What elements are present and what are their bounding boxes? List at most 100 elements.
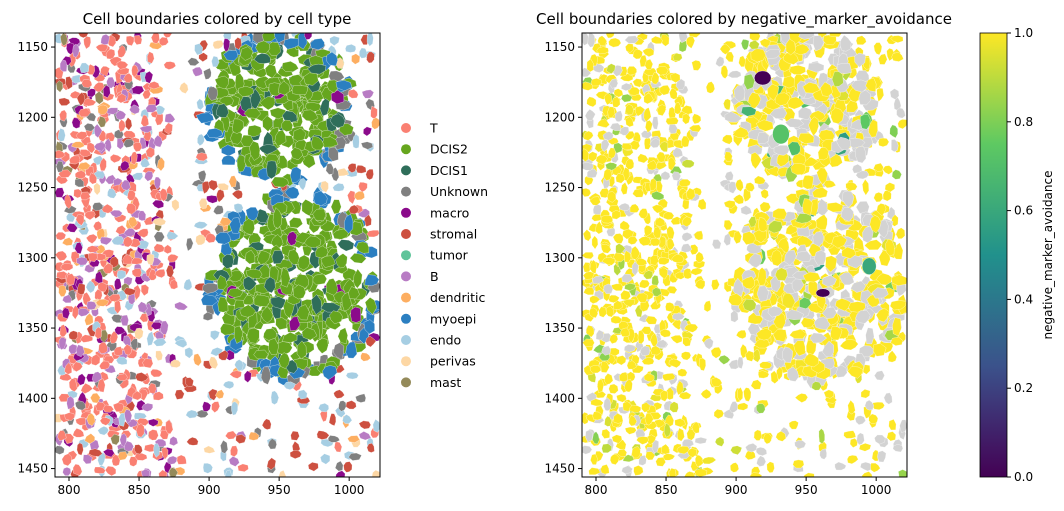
right-cell [745,443,758,453]
left-cell [303,72,319,86]
right-cell [645,315,658,325]
right-cell [723,219,733,231]
right-cell [860,389,871,399]
left-title: Cell boundaries colored by cell type [83,10,352,28]
right-cell [649,178,657,192]
right-cell [823,34,837,46]
right-cell [609,122,621,131]
left-cell [348,452,362,461]
left-cell [169,359,181,368]
left-cell [184,347,193,359]
right-cell [596,46,609,55]
left-cell [291,85,308,95]
right-cell [847,366,864,379]
right-cell [655,217,666,227]
legend-marker [401,271,411,282]
left-cell [366,51,375,64]
left-y-ticks: 1150 1200 1250 1300 1350 1400 1450 [17,40,55,476]
left-cell [136,228,149,238]
left-cell [282,110,298,123]
left-cell [342,414,353,424]
right-cell [741,276,755,289]
left-cell [55,187,65,198]
left-cell [65,273,76,286]
left-cell [74,241,83,254]
left-cell [311,294,322,315]
left-cell [99,360,110,370]
left-cell [71,117,81,129]
left-cell [123,227,136,237]
left-cell [148,382,157,394]
right-cell [651,439,659,453]
right-cell [672,312,685,321]
right-cell [899,419,907,433]
right-cell [719,43,731,55]
right-ytick-label: 1400 [544,391,575,405]
right-cell [784,118,805,128]
right-cell [659,328,671,338]
left-cell [223,50,239,62]
left-cell [203,311,213,321]
colorbar-tick-label: 0.4 [1014,292,1033,306]
left-cell [63,205,77,214]
left-cell [163,244,172,254]
left-cell [197,133,205,147]
left-cell [118,119,126,133]
left-cell [156,157,165,172]
right-cell [781,291,796,309]
left-cell [233,203,244,213]
right-cell [689,267,704,276]
right-cell [730,445,743,455]
left-cell [57,430,67,441]
right-cell [613,300,623,310]
right-cell [703,300,712,313]
right-cell [895,227,906,239]
left-cell [75,400,86,411]
right-cell [603,168,612,181]
right-cell [601,345,612,356]
left-ytick-label: 1400 [17,391,48,405]
right-cell [614,110,623,122]
right-cell [643,107,652,123]
right-cell [674,101,682,115]
left-cell [363,319,375,335]
right-cell [590,78,602,87]
colorbar-tick-label: 0.8 [1014,115,1033,129]
left-cell [249,140,261,161]
left-cell [205,232,217,243]
right-cell [667,157,676,171]
left-cell [347,163,357,173]
right-cell [627,66,637,76]
left-cell [225,430,237,440]
left-xtick-label: 1000 [334,483,365,497]
right-cell [650,72,660,85]
left-cell [213,205,224,215]
left-cell [253,349,269,360]
right-cell [733,194,744,205]
left-cell [227,288,244,298]
left-cell [335,80,353,91]
left-cell [316,337,329,354]
left-cell [310,38,325,50]
right-cell [891,169,902,180]
left-cell [119,160,130,172]
left-cell [57,128,66,142]
right-cell [826,202,844,213]
left-cell [231,401,238,416]
left-cell [135,423,145,438]
left-cell [76,373,86,386]
left-cell [133,284,141,301]
left-cell [307,63,327,75]
left-cell [71,141,85,149]
right-cell [807,62,825,73]
left-ytick-label: 1300 [17,251,48,265]
left-cell [347,435,360,443]
right-cell [686,187,696,201]
left-cell [101,203,114,214]
right-cell [848,301,866,313]
left-cell [290,430,300,441]
left-cell [126,35,135,46]
left-cell [140,284,149,297]
left-cell [69,155,81,165]
left-cell [155,350,163,361]
